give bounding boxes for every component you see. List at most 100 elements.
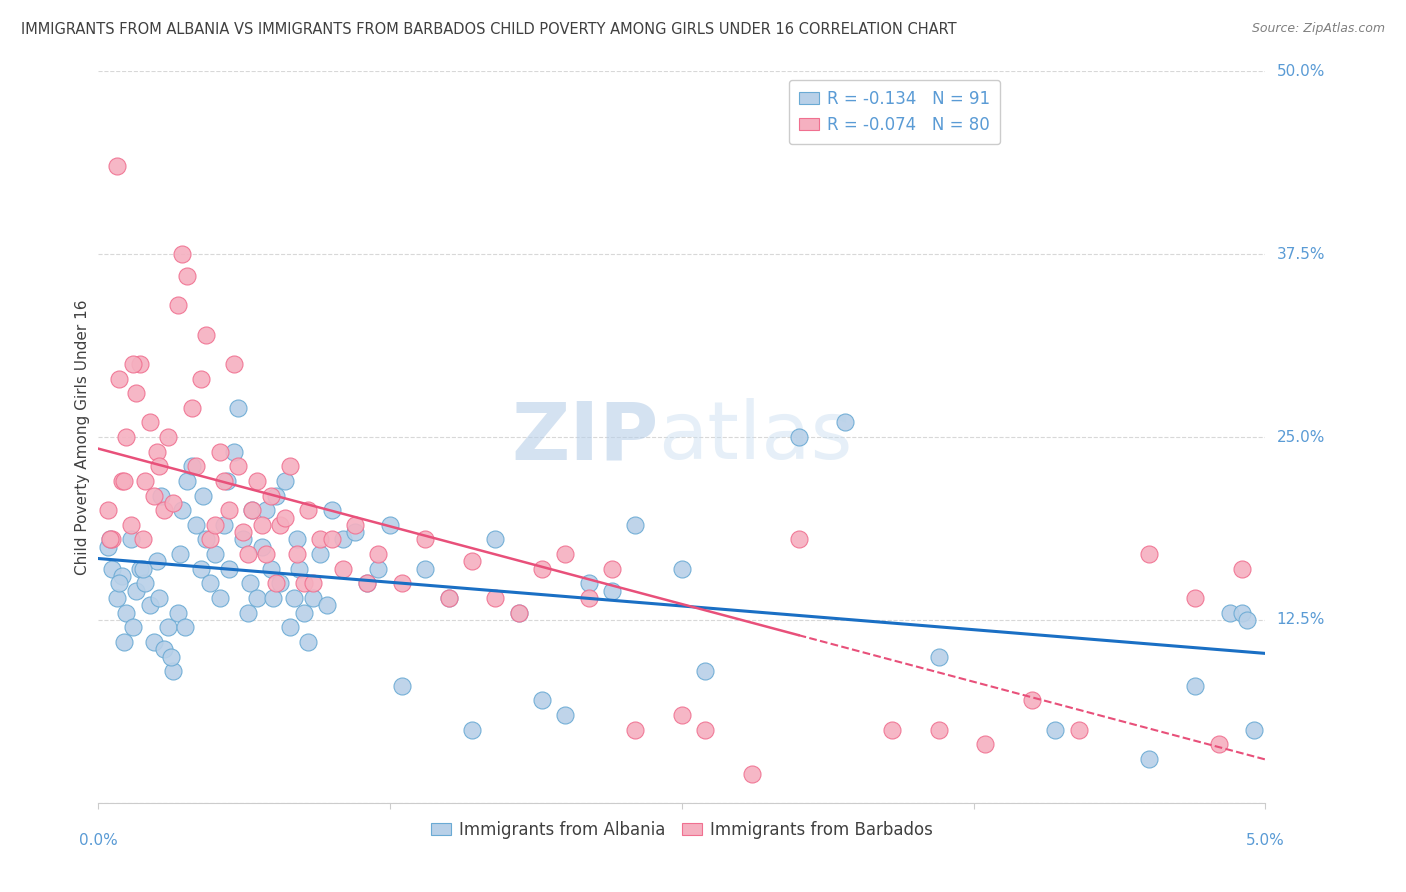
Point bbox=[256, 503, 278, 517]
Point bbox=[285, 533, 308, 547]
Point bbox=[105, 160, 128, 174]
Point bbox=[129, 562, 152, 576]
Point bbox=[115, 430, 138, 444]
Point bbox=[186, 459, 208, 474]
Point bbox=[1184, 591, 1206, 605]
Point bbox=[356, 576, 378, 591]
Text: IMMIGRANTS FROM ALBANIA VS IMMIGRANTS FROM BARBADOS CHILD POVERTY AMONG GIRLS UN: IMMIGRANTS FROM ALBANIA VS IMMIGRANTS FR… bbox=[21, 22, 956, 37]
Point bbox=[172, 247, 194, 261]
Point bbox=[242, 503, 264, 517]
Point bbox=[200, 533, 222, 547]
Point bbox=[1021, 693, 1043, 707]
Point bbox=[309, 547, 332, 561]
Point bbox=[143, 635, 166, 649]
Point bbox=[157, 620, 180, 634]
Point bbox=[624, 723, 647, 737]
Point bbox=[120, 517, 142, 532]
Point bbox=[108, 576, 131, 591]
Text: 5.0%: 5.0% bbox=[1246, 833, 1285, 848]
Point bbox=[302, 591, 325, 605]
Point bbox=[215, 474, 238, 488]
Point bbox=[246, 474, 269, 488]
Point bbox=[152, 503, 174, 517]
Point bbox=[176, 474, 198, 488]
Point bbox=[232, 533, 254, 547]
Point bbox=[292, 606, 315, 620]
Point bbox=[112, 474, 135, 488]
Point bbox=[169, 547, 191, 561]
Point bbox=[316, 599, 339, 613]
Point bbox=[292, 576, 315, 591]
Point bbox=[671, 708, 693, 723]
Point bbox=[208, 591, 231, 605]
Point bbox=[172, 503, 194, 517]
Point bbox=[1236, 613, 1258, 627]
Point bbox=[880, 723, 903, 737]
Point bbox=[283, 591, 305, 605]
Point bbox=[194, 327, 217, 342]
Point bbox=[461, 554, 484, 568]
Point bbox=[1208, 737, 1230, 751]
Point bbox=[484, 533, 506, 547]
Point bbox=[111, 569, 134, 583]
Point bbox=[344, 525, 367, 540]
Point bbox=[600, 583, 623, 598]
Y-axis label: Child Poverty Among Girls Under 16: Child Poverty Among Girls Under 16 bbox=[75, 300, 90, 574]
Point bbox=[120, 533, 142, 547]
Point bbox=[624, 517, 647, 532]
Point bbox=[143, 489, 166, 503]
Point bbox=[554, 547, 576, 561]
Point bbox=[214, 517, 236, 532]
Point bbox=[356, 576, 378, 591]
Point bbox=[332, 533, 354, 547]
Point bbox=[787, 533, 810, 547]
Point bbox=[218, 503, 240, 517]
Point bbox=[1137, 547, 1160, 561]
Point bbox=[134, 474, 156, 488]
Point bbox=[264, 576, 287, 591]
Point bbox=[380, 517, 402, 532]
Point bbox=[578, 576, 600, 591]
Point bbox=[344, 517, 367, 532]
Point bbox=[132, 533, 155, 547]
Point bbox=[508, 606, 530, 620]
Point bbox=[157, 430, 180, 444]
Point bbox=[309, 533, 332, 547]
Point bbox=[101, 533, 124, 547]
Point bbox=[139, 599, 162, 613]
Point bbox=[200, 576, 222, 591]
Point bbox=[159, 649, 181, 664]
Point bbox=[222, 444, 245, 458]
Point bbox=[530, 562, 553, 576]
Point bbox=[166, 298, 188, 312]
Point bbox=[695, 664, 717, 678]
Point bbox=[413, 533, 436, 547]
Legend: Immigrants from Albania, Immigrants from Barbados: Immigrants from Albania, Immigrants from… bbox=[425, 814, 939, 846]
Text: ZIP: ZIP bbox=[512, 398, 658, 476]
Point bbox=[122, 357, 145, 371]
Point bbox=[152, 642, 174, 657]
Point bbox=[321, 533, 343, 547]
Point bbox=[274, 510, 297, 524]
Point bbox=[695, 723, 717, 737]
Point bbox=[1230, 606, 1253, 620]
Point bbox=[98, 533, 121, 547]
Point bbox=[250, 517, 273, 532]
Point bbox=[186, 517, 208, 532]
Point bbox=[260, 489, 283, 503]
Point bbox=[204, 547, 226, 561]
Point bbox=[246, 591, 269, 605]
Point bbox=[98, 533, 121, 547]
Point bbox=[391, 679, 413, 693]
Point bbox=[1230, 562, 1253, 576]
Point bbox=[285, 547, 308, 561]
Point bbox=[129, 357, 152, 371]
Point bbox=[134, 576, 156, 591]
Point bbox=[461, 723, 484, 737]
Point bbox=[741, 766, 763, 780]
Point bbox=[97, 540, 120, 554]
Text: 37.5%: 37.5% bbox=[1277, 247, 1324, 261]
Point bbox=[367, 562, 389, 576]
Point bbox=[148, 459, 170, 474]
Text: atlas: atlas bbox=[658, 398, 853, 476]
